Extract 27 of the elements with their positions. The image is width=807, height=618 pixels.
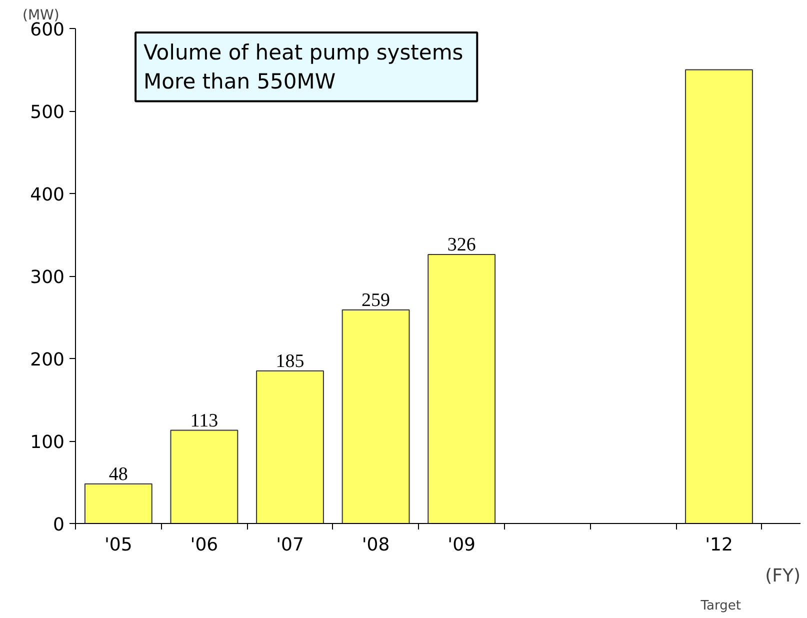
text: Target [700,598,741,614]
x-tick-label: '12 [705,534,733,556]
bar [428,254,496,524]
data-label: 259 [362,290,390,311]
y-tick-label: 0 [53,514,64,536]
x-tick-label: '09 [448,534,476,556]
x-axis-title: (FY) [765,566,801,586]
y-tick-label: 200 [30,350,65,370]
bar [84,483,152,524]
bar [256,370,324,524]
x-tick-label: '05 [104,534,132,556]
y-tick-label: 400 [30,184,65,206]
y-axis-title: (MW) [22,8,60,24]
bar [685,69,753,524]
bar [342,309,410,524]
y-tick-label: 300 [30,267,65,288]
x-tick-label: '07 [276,534,304,556]
y-tick-label: 500 [30,102,65,123]
data-label: 48 [108,464,128,485]
data-label: 185 [276,350,304,372]
bar [170,430,238,524]
x-tick-label: '08 [362,534,390,556]
annotation: Volume of heat pump systems More than 550MW [144,40,464,94]
x-tick-label: '06 [190,534,218,556]
data-label: 326 [447,234,476,256]
y-tick-label: 100 [30,432,65,453]
data-label: 113 [190,410,218,432]
